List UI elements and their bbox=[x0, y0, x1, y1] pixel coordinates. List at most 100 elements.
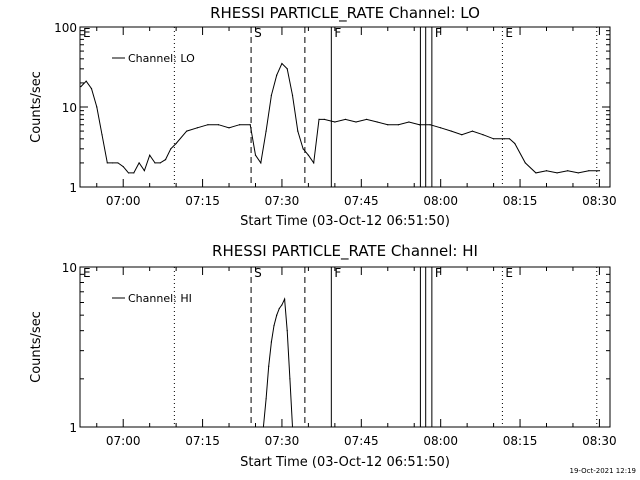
lo-series-point bbox=[318, 118, 320, 120]
lo-series-point bbox=[344, 118, 347, 120]
hi-series-line bbox=[262, 297, 293, 428]
lo-series-point bbox=[471, 130, 474, 132]
lo-series-point bbox=[254, 154, 257, 156]
plot-timestamp: 19-Oct-2021 12:19 bbox=[570, 467, 636, 475]
hi-flag-label: E bbox=[505, 266, 513, 280]
lo-y-tick-label: 10 bbox=[62, 101, 77, 115]
hi-x-tick-label: 07:15 bbox=[185, 434, 220, 448]
lo-series-point bbox=[276, 74, 278, 76]
hi-legend-label: Channel: HI bbox=[128, 292, 192, 305]
hi-series-point bbox=[291, 426, 294, 428]
lo-chart-title: RHESSI PARTICLE_RATE Channel: LO bbox=[210, 4, 480, 23]
lo-x-tick-label: 07:30 bbox=[265, 194, 300, 208]
lo-series-point bbox=[508, 138, 511, 140]
hi-series-point bbox=[278, 307, 280, 310]
lo-series-point bbox=[482, 134, 484, 136]
lo-series-point bbox=[545, 170, 548, 172]
lo-series-point bbox=[270, 94, 272, 96]
lo-series-point bbox=[302, 148, 304, 150]
lo-series-point bbox=[112, 162, 114, 164]
hi-series-point bbox=[283, 298, 286, 300]
hi-x-tick-label: 08:30 bbox=[582, 434, 617, 448]
lo-series-point bbox=[281, 62, 283, 65]
lo-series-point bbox=[170, 148, 172, 150]
hi-flag-label: S bbox=[254, 266, 262, 280]
lo-series-point bbox=[588, 170, 590, 172]
lo-series-point bbox=[239, 124, 241, 126]
lo-x-tick-label: 07:15 bbox=[185, 194, 220, 208]
hi-x-tick-label: 07:30 bbox=[265, 434, 300, 448]
lo-series-point bbox=[524, 162, 526, 164]
lo-x-tick-label: 08:00 bbox=[423, 194, 458, 208]
lo-x-tick-label: 07:00 bbox=[106, 194, 141, 208]
lo-series-point bbox=[159, 162, 161, 164]
lo-series-point bbox=[217, 124, 220, 126]
lo-series-point bbox=[429, 124, 431, 126]
lo-series-point bbox=[164, 159, 167, 161]
lo-series-point bbox=[514, 142, 516, 145]
lo-series-line bbox=[80, 62, 600, 174]
hi-y-axis-label: Counts/sec bbox=[29, 311, 44, 383]
lo-series-point bbox=[307, 154, 310, 156]
lo-series-point bbox=[96, 106, 98, 108]
lo-series-point bbox=[291, 94, 294, 96]
lo-series-point bbox=[408, 121, 410, 123]
lo-flag-label: E bbox=[505, 26, 513, 40]
lo-series-point bbox=[196, 127, 198, 129]
lo-legend-label: Channel: LO bbox=[128, 52, 195, 65]
lo-series-point bbox=[461, 134, 463, 136]
lo-series-point bbox=[127, 172, 130, 174]
lo-series-point bbox=[249, 124, 251, 126]
lo-flag-label: E bbox=[83, 26, 91, 40]
hi-x-axis-label: Start Time (03-Oct-12 06:51:50) bbox=[240, 455, 450, 470]
lo-series-point bbox=[117, 162, 119, 164]
hi-series-point bbox=[286, 330, 288, 332]
hi-series-point bbox=[273, 325, 275, 327]
lo-channel-panel: RHESSI PARTICLE_RATE Channel: LO Counts/s… bbox=[29, 4, 617, 229]
lo-series-point bbox=[122, 165, 124, 168]
lo-series-point bbox=[143, 170, 145, 172]
lo-series-point bbox=[313, 162, 315, 164]
lo-series-point bbox=[207, 124, 209, 126]
lo-flag-label: F bbox=[334, 26, 341, 40]
lo-series-point bbox=[186, 130, 188, 132]
lo-series-point bbox=[598, 170, 601, 172]
lo-series-point bbox=[535, 172, 537, 174]
lo-series-point bbox=[376, 121, 378, 123]
lo-series-point bbox=[323, 118, 325, 120]
hi-chart-title: RHESSI PARTICLE_RATE Channel: HI bbox=[212, 242, 478, 261]
lo-series-point bbox=[334, 121, 336, 123]
lo-series-point bbox=[149, 154, 151, 156]
lo-series-point bbox=[297, 130, 299, 132]
hi-flag-label: F bbox=[334, 266, 341, 280]
hi-series-point bbox=[270, 341, 272, 343]
hi-series-point bbox=[262, 426, 265, 428]
lo-series-point bbox=[80, 85, 82, 88]
hi-x-tick-label: 08:00 bbox=[423, 434, 458, 448]
lo-y-axis-label: Counts/sec bbox=[29, 71, 44, 143]
lo-x-axis-label: Start Time (03-Oct-12 06:51:50) bbox=[240, 214, 450, 229]
lo-series-point bbox=[556, 172, 558, 174]
hi-flag-label: E bbox=[83, 266, 91, 280]
lo-x-tick-label: 07:45 bbox=[344, 194, 379, 208]
lo-series-point bbox=[397, 124, 399, 126]
hi-channel-panel: RHESSI PARTICLE_RATE Channel: HI Counts/s… bbox=[29, 242, 617, 470]
lo-x-tick-label: 08:30 bbox=[582, 194, 617, 208]
lo-series-point bbox=[260, 162, 262, 164]
lo-y-tick-label: 1 bbox=[69, 181, 77, 195]
hi-x-tick-label: 08:15 bbox=[503, 434, 538, 448]
hi-x-tick-label: 07:00 bbox=[106, 434, 141, 448]
lo-series-point bbox=[440, 127, 442, 129]
lo-flag-label: S bbox=[254, 26, 262, 40]
lo-series-point bbox=[85, 80, 87, 82]
hi-flag-label: F bbox=[435, 266, 442, 280]
lo-series-point bbox=[90, 87, 93, 90]
hi-series-point bbox=[268, 365, 270, 367]
lo-series-point bbox=[286, 68, 288, 70]
hi-y-tick-label: 1 bbox=[69, 421, 77, 435]
lo-series-point bbox=[387, 124, 389, 126]
hi-series-point bbox=[281, 304, 283, 306]
lo-series-point bbox=[101, 134, 103, 136]
lo-series-point bbox=[492, 138, 495, 140]
lo-series-point bbox=[133, 172, 135, 174]
